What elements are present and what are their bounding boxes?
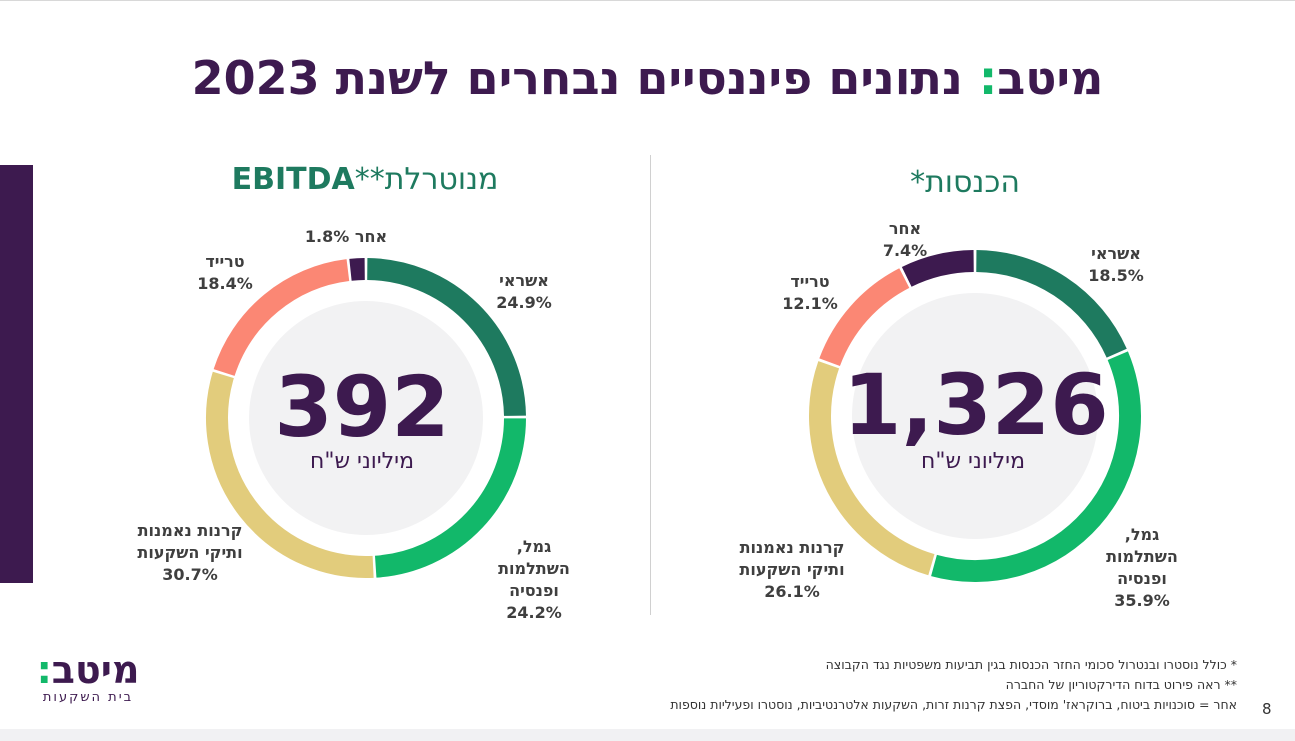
ebitda-center-circle bbox=[249, 301, 483, 535]
footnote-1: * כולל נוסטרו ובנטרול סכומי החזר הכנסות … bbox=[825, 657, 1237, 672]
revenue-label-credit: אשראי 18.5% bbox=[1036, 243, 1196, 287]
revenue-segment-trade bbox=[819, 268, 910, 367]
revenue-segment-pension bbox=[931, 351, 1141, 582]
bottom-band bbox=[0, 729, 1295, 741]
ebitda-label-credit: אשראי 24.9% bbox=[444, 270, 604, 314]
title-brand: מיטב bbox=[997, 51, 1104, 105]
chart-divider bbox=[650, 155, 651, 615]
revenue-center-circle bbox=[852, 293, 1098, 539]
ebitda-label-credit-pct: 24.9% bbox=[496, 293, 552, 312]
ebitda-title-rest: מנוטרלת** bbox=[354, 162, 499, 197]
footnotes: * כולל נוסטרו ובנטרול סכומי החזר הכנסות … bbox=[480, 655, 1237, 715]
ebitda-segment-trade bbox=[213, 259, 350, 377]
revenue-chart-title: הכנסות* bbox=[910, 165, 1020, 200]
footnote-2: ** ראה פירוט בדוח הדירקטוריון של החברה bbox=[1005, 677, 1237, 692]
ebitda-label-funds-pct: 30.7% bbox=[162, 565, 218, 584]
logo-word-text: מיטב bbox=[51, 648, 140, 692]
ebitda-chart-title: מנוטרלת**EBITDA bbox=[165, 160, 565, 200]
left-accent-bar bbox=[0, 165, 33, 583]
ebitda-label-pension: גמל, השתלמות ופנסיה 24.2% bbox=[484, 536, 584, 624]
ebitda-label-pension-pct: 24.2% bbox=[506, 603, 562, 622]
ebitda-label-other-pct: 1.8% bbox=[304, 227, 350, 246]
ebitda-label-pension-name: גמל, השתלמות ופנסיה bbox=[498, 537, 570, 600]
revenue-label-funds: קרנות נאמנות ותיקי השקעות 26.1% bbox=[722, 537, 862, 603]
revenue-label-pension-name: גמל, השתלמות ופנסיה bbox=[1106, 525, 1178, 588]
ebitda-label-credit-name: אשראי bbox=[499, 271, 549, 290]
ebitda-segment-credit bbox=[367, 258, 526, 417]
revenue-label-trade-pct: 12.1% bbox=[782, 294, 838, 313]
revenue-label-funds-pct: 26.1% bbox=[764, 582, 820, 601]
revenue-total-unit: מיליוני ש"ח bbox=[920, 449, 1026, 474]
revenue-label-credit-pct: 18.5% bbox=[1088, 266, 1144, 285]
ebitda-segment-pension bbox=[374, 418, 526, 578]
ebitda-donut-segments bbox=[206, 258, 526, 578]
logo-word: מיטב: bbox=[28, 650, 148, 690]
revenue-segment-other bbox=[901, 250, 975, 287]
footnote-3: אחר = סוכנויות ביטוח, ברוקראז' מוסדי, הפ… bbox=[670, 697, 1237, 712]
logo-colon: : bbox=[36, 648, 52, 692]
revenue-label-credit-name: אשראי bbox=[1091, 244, 1141, 263]
revenue-label-pension-pct: 35.9% bbox=[1114, 591, 1170, 610]
revenue-label-pension: גמל, השתלמות ופנסיה 35.9% bbox=[1087, 524, 1197, 612]
revenue-label-trade-name: טרייד bbox=[790, 272, 830, 291]
revenue-label-trade: טרייד 12.1% bbox=[730, 271, 890, 315]
top-border bbox=[0, 0, 1295, 1]
revenue-label-other-pct: 7.4% bbox=[882, 241, 928, 260]
ebitda-segment-other bbox=[349, 258, 365, 281]
revenue-label-other-name: אחר bbox=[888, 219, 922, 238]
title-text: נתונים פיננסיים נבחרים לשנת 2023 bbox=[191, 51, 979, 105]
ebitda-segment-funds bbox=[206, 371, 374, 578]
ebitda-label-other: אחר 1.8% bbox=[286, 226, 406, 248]
title-colon: : bbox=[978, 51, 998, 105]
page-number: 8 bbox=[1262, 700, 1272, 718]
revenue-label-funds-name: קרנות נאמנות ותיקי השקעות bbox=[739, 538, 845, 579]
ebitda-label-funds: קרנות נאמנות ותיקי השקעות 30.7% bbox=[130, 520, 250, 586]
revenue-segment-credit bbox=[976, 250, 1127, 358]
revenue-label-other: אחר 7.4% bbox=[825, 218, 985, 262]
ebitda-label-trade: טרייד 18.4% bbox=[145, 251, 305, 295]
meitav-logo: מיטב: בית השקעות bbox=[28, 650, 148, 710]
logo-subtitle: בית השקעות bbox=[42, 690, 134, 705]
revenue-total-value: 1,326 bbox=[843, 356, 1109, 454]
revenue-segment-funds bbox=[809, 361, 935, 576]
ebitda-total-value: 392 bbox=[274, 358, 450, 456]
slide-title: מיטב: נתונים פיננסיים נבחרים לשנת 2023 bbox=[0, 48, 1295, 108]
ebitda-label-funds-name: קרנות נאמנות ותיקי השקעות bbox=[137, 521, 243, 562]
ebitda-label-trade-name: טרייד bbox=[205, 252, 245, 271]
ebitda-total-unit: מיליוני ש"ח bbox=[309, 449, 415, 474]
ebitda-label-trade-pct: 18.4% bbox=[197, 274, 253, 293]
revenue-donut-segments bbox=[809, 250, 1141, 582]
ebitda-label-other-name: אחר bbox=[354, 227, 388, 246]
ebitda-title-bold: EBITDA bbox=[231, 162, 355, 197]
